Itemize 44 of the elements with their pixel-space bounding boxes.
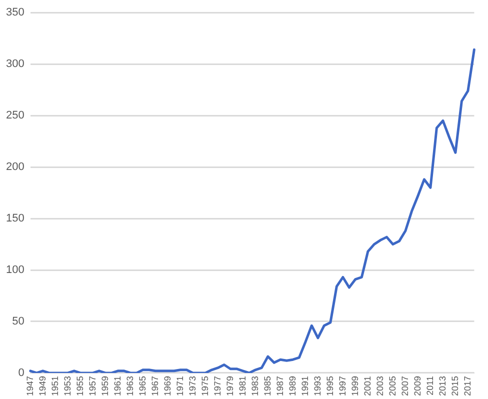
x-tick-label: 1955 [74, 376, 85, 396]
y-tick-label: 100 [6, 264, 24, 276]
x-tick-label: 1959 [100, 376, 110, 396]
x-tick-label: 1997 [337, 376, 348, 396]
x-tick-label: 2009 [412, 376, 422, 396]
y-tick-label: 150 [6, 212, 24, 225]
x-tick-label: 2003 [374, 376, 385, 396]
x-tick-label: 1993 [312, 376, 322, 396]
x-tick-label: 1987 [274, 376, 285, 396]
x-tick-label: 1995 [324, 376, 335, 396]
x-tick-label: 1999 [350, 376, 360, 396]
x-tick-label: 2001 [362, 376, 372, 396]
x-tick-label: 1963 [124, 376, 135, 396]
x-tick-label: 1989 [287, 376, 298, 396]
x-tick-label: 1957 [87, 376, 98, 396]
x-tick-label: 1953 [62, 376, 72, 396]
x-tick-label: 1951 [50, 376, 60, 396]
x-tick-label: 2007 [400, 376, 410, 396]
x-tick-label: 1983 [250, 376, 260, 396]
x-tick-label: 2015 [450, 376, 460, 396]
x-tick-label: 2005 [387, 376, 398, 396]
x-tick-label: 1961 [112, 376, 122, 396]
x-tick-label: 1975 [200, 376, 210, 396]
y-tick-label: 250 [6, 110, 24, 122]
x-tick-label: 2017 [462, 376, 472, 396]
x-tick-label: 2011 [424, 376, 435, 396]
x-tick-label: 1985 [262, 376, 272, 396]
x-tick-label: 1947 [24, 376, 35, 396]
x-tick-label: 1949 [37, 376, 48, 396]
y-tick-label: 350 [6, 6, 24, 19]
x-tick-label: 1967 [150, 376, 160, 396]
x-tick-label: 1969 [162, 376, 172, 396]
y-tick-label: 0 [18, 367, 24, 380]
x-tick-label: 1973 [187, 376, 198, 396]
x-tick-label: 2013 [437, 376, 448, 396]
x-tick-label: 1965 [137, 376, 148, 396]
y-tick-label: 200 [6, 161, 24, 174]
y-tick-label: 50 [12, 316, 24, 328]
x-tick-label: 1971 [174, 376, 185, 396]
x-tick-label: 1979 [224, 376, 235, 396]
y-tick-label: 300 [6, 58, 24, 70]
x-tick-label: 1977 [212, 376, 222, 396]
x-tick-label: 1981 [237, 376, 248, 396]
x-tick-label: 1991 [300, 376, 310, 396]
